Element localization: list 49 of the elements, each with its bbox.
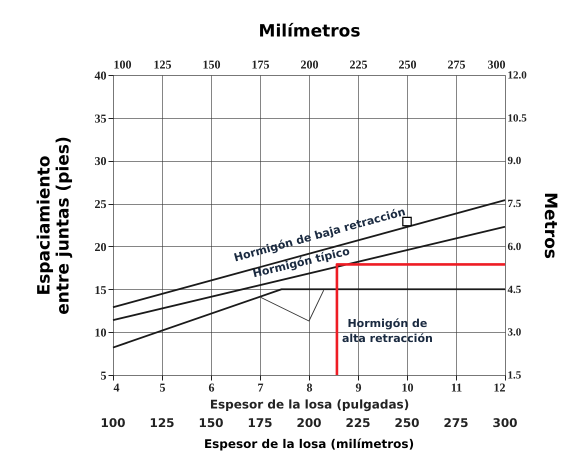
text: 200 [296,416,322,430]
text: 275 [443,416,469,430]
x2-tick-label: 300 [488,58,506,72]
y-tick-label: 5 [100,368,106,382]
x2-tick-label: 250 [398,58,416,72]
x2-tick-label: 150 [202,58,220,72]
text: 100 [100,416,126,430]
y-tick-label: 35 [94,111,106,126]
y2-tick-label: 3.0 [508,326,522,339]
text: 125 [149,416,175,430]
x-axis-title: Espesor de la losa (pulgadas) [210,398,410,412]
y2-tick-label: 7.5 [508,198,522,210]
y-tick-label: 40 [94,68,106,82]
text: 250 [394,416,420,430]
x2-tick-label: 175 [252,58,270,72]
text: 150 [198,416,224,430]
text: Espesor de la losa (milímetros) [204,437,414,451]
y2-axis-title: Metros [540,192,560,259]
x-tick-label: 9 [356,380,362,394]
y-tick-label: 15 [94,282,106,297]
text: 225 [345,416,371,430]
x2-tick-label: 125 [154,58,172,72]
y-tick-label: 10 [94,326,106,340]
x2-tick-label: 200 [300,58,318,72]
x-tick-label: 7 [258,380,264,394]
y2-tick-label: 4.5 [508,284,522,296]
y2-tick-label: 6.0 [508,240,522,253]
text: 175 [247,416,273,430]
x-tick-label: 4 [114,380,120,394]
x2-tick-label: 100 [114,58,132,72]
y2-tick-label: 12.0 [508,70,528,82]
text: 300 [492,416,518,430]
x-tick-label: 10 [402,380,414,394]
x-tick-label: 6 [208,380,214,394]
x-tick-label: 5 [160,380,166,394]
x2-tick-label: 275 [448,58,466,72]
y-tick-label: 25 [94,197,106,212]
x-tick-label: 8 [306,380,312,394]
x2-tick-label: 225 [350,58,368,72]
y2-tick-label: 9.0 [508,155,522,168]
x2-axis-title: Milímetros [258,22,360,42]
y2-tick-label: 10.5 [508,112,528,124]
y2-tick-label: 1.5 [508,370,522,382]
y-axis-title: Espaciamiento entre juntas (pies) [34,136,74,315]
y-tick-label: 30 [94,154,106,168]
text: Hormigón de alta retracción [342,317,433,345]
x-tick-label: 11 [450,380,462,394]
y-tick-label: 20 [94,240,106,254]
x-tick-label: 12 [494,380,506,394]
